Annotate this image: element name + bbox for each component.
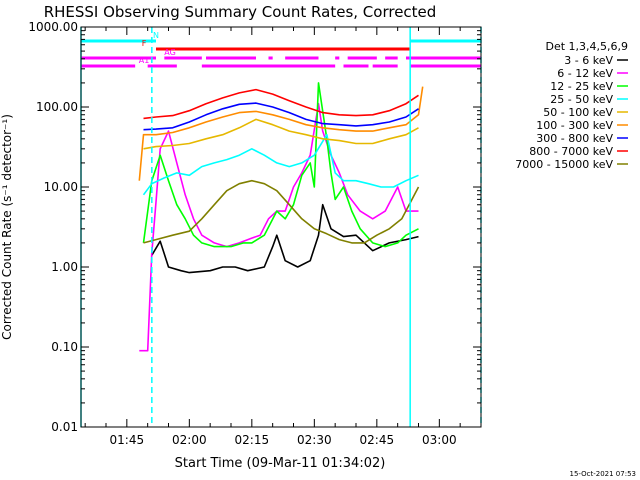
series-lines (138, 82, 424, 352)
series-line-2 (142, 82, 419, 248)
legend-title: Det 1,3,4,5,6,9 (545, 40, 628, 53)
x-tick-label: 02:15 (235, 433, 270, 447)
legend-label-4: 50 - 100 keV (543, 106, 613, 119)
flag-label-ag: AG (164, 48, 176, 57)
legend-label-3: 25 - 50 keV (550, 93, 613, 106)
series-line-6 (143, 102, 419, 131)
plot-frame (80, 26, 482, 428)
series-line-0 (151, 203, 419, 274)
flag-label-f: F (142, 39, 147, 48)
cyan-marker-lines (80, 27, 482, 427)
legend-label-0: 3 - 6 keV (564, 54, 613, 67)
legend-label-6: 300 - 800 keV (536, 132, 613, 145)
y-axis: 1000.00 100.00 10.00 1.00 0.10 0.01 (28, 20, 481, 434)
x-tick-label: 01:45 (110, 433, 145, 447)
series-line-8 (143, 179, 420, 244)
x-tick-label: 02:30 (297, 433, 332, 447)
legend-label-2: 12 - 25 keV (550, 80, 613, 93)
timestamp-footer: 15-Oct-2021 07:53 (570, 470, 636, 478)
y-tick-label: 10.00 (44, 180, 78, 194)
x-tick-label: 02:45 (360, 433, 395, 447)
x-axis-label: Start Time (09-Mar-11 01:34:02) (175, 456, 386, 471)
series-line-7 (143, 88, 419, 120)
flag-label-n: N (153, 31, 159, 40)
y-tick-label: 1000.00 (28, 20, 78, 34)
series-line-5 (138, 86, 424, 181)
y-tick-label: 100.00 (36, 100, 78, 114)
x-tick-label: 03:00 (422, 433, 457, 447)
x-tick-label: 02:00 (172, 433, 207, 447)
series-line-3 (142, 133, 419, 196)
series-line-1 (139, 102, 419, 352)
y-tick-label: 1.00 (51, 260, 78, 274)
y-axis-label: Corrected Count Rate (s⁻¹ detector⁻¹) (0, 114, 14, 340)
flag-bars: NF AG A1 (81, 31, 481, 68)
legend-label-5: 100 - 300 keV (536, 119, 613, 132)
y-tick-label: 0.10 (51, 340, 78, 354)
legend-label-7: 800 - 7000 keV (529, 145, 613, 158)
legend-label-8: 7000 - 15000 keV (515, 158, 613, 171)
x-axis: 01:45 02:00 02:15 02:30 02:45 03:00 (84, 27, 482, 447)
legend-label-1: 6 - 12 keV (557, 67, 613, 80)
chart-title: RHESSI Observing Summary Count Rates, Co… (44, 3, 437, 21)
series-line-4 (143, 118, 419, 150)
flag-label-a1: A1 (139, 56, 150, 65)
y-tick-label: 0.01 (51, 420, 78, 434)
